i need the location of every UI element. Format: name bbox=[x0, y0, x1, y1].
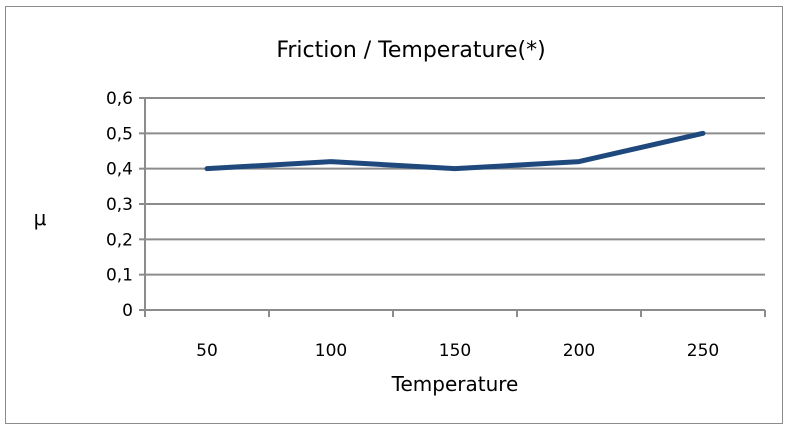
y-tick-label: 0,3 bbox=[106, 195, 133, 215]
chart-title: Friction / Temperature(*) bbox=[276, 38, 545, 63]
chart-frame bbox=[5, 6, 783, 424]
y-tick-label: 0,6 bbox=[106, 89, 133, 109]
x-tick-label: 150 bbox=[439, 341, 471, 361]
y-tick-label: 0,4 bbox=[106, 160, 133, 180]
y-tick-label: 0,2 bbox=[106, 230, 133, 250]
series-line bbox=[204, 130, 706, 172]
y-axis-label: μ bbox=[34, 206, 47, 230]
x-tick-label: 250 bbox=[687, 341, 719, 361]
x-tick-label: 50 bbox=[196, 341, 218, 361]
y-tick-label: 0 bbox=[122, 301, 133, 321]
y-tick-label: 0,5 bbox=[106, 124, 133, 144]
x-tick-label: 200 bbox=[563, 341, 595, 361]
x-axis-label: Temperature bbox=[391, 372, 519, 396]
x-tick-label: 100 bbox=[315, 341, 347, 361]
y-tick-label: 0,1 bbox=[106, 266, 133, 286]
